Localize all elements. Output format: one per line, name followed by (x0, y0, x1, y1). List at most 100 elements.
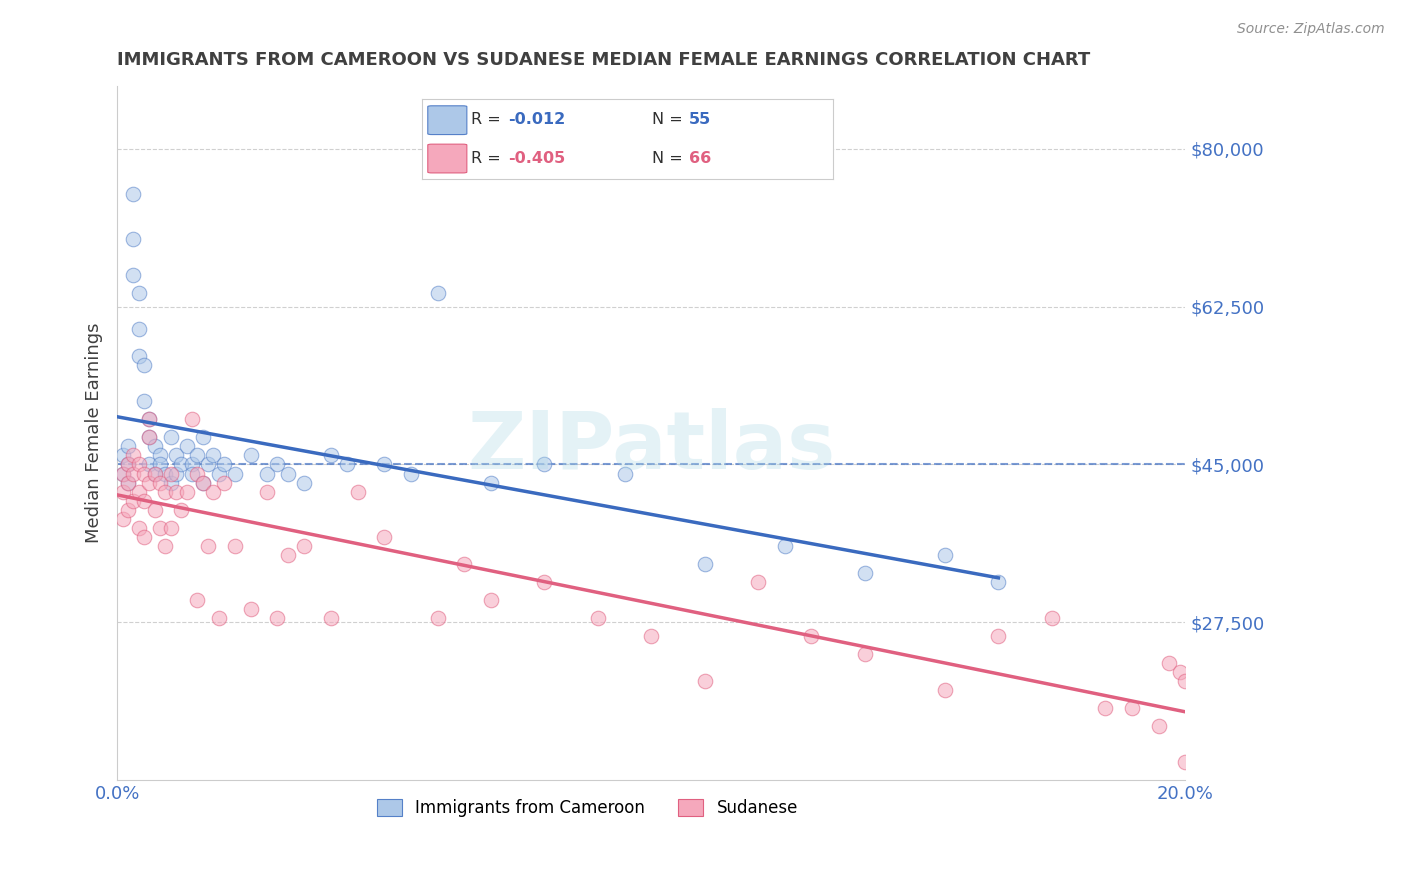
Point (1040, 611, 1063, 625)
Point (117, 458, 139, 472)
Point (1094, 701, 1116, 715)
Point (122, 449, 145, 463)
Point (1174, 674, 1197, 689)
Point (191, 475, 214, 490)
Point (1147, 719, 1170, 733)
Point (138, 430, 160, 444)
Point (212, 475, 235, 490)
Point (256, 467, 278, 481)
Point (613, 467, 636, 481)
Y-axis label: Median Female Earnings: Median Female Earnings (86, 323, 103, 543)
Point (987, 574, 1010, 589)
Point (149, 449, 172, 463)
Point (336, 458, 359, 472)
Point (853, 647, 876, 661)
Point (773, 539, 796, 553)
Point (426, 286, 449, 301)
Point (934, 683, 956, 698)
Point (202, 449, 225, 463)
Point (155, 467, 177, 481)
Point (853, 566, 876, 580)
Point (122, 467, 145, 481)
Point (128, 286, 150, 301)
Point (191, 430, 214, 444)
Point (186, 467, 208, 481)
Point (586, 611, 609, 625)
Point (319, 611, 342, 625)
Point (256, 484, 278, 499)
Point (155, 484, 177, 499)
Point (212, 458, 235, 472)
Point (128, 322, 150, 336)
Point (159, 475, 181, 490)
Point (208, 467, 231, 481)
Point (143, 502, 166, 516)
Point (934, 548, 956, 562)
Point (159, 430, 181, 444)
Point (533, 574, 555, 589)
Point (208, 611, 231, 625)
Point (1168, 665, 1191, 679)
Point (132, 530, 155, 544)
Point (319, 449, 342, 463)
Point (111, 484, 134, 499)
Point (239, 449, 262, 463)
Point (266, 611, 288, 625)
Point (399, 467, 422, 481)
Point (149, 475, 172, 490)
Point (159, 521, 181, 535)
Point (533, 458, 555, 472)
Point (170, 458, 193, 472)
Point (1159, 656, 1181, 670)
Point (117, 502, 139, 516)
Point (111, 467, 134, 481)
Point (987, 629, 1010, 643)
Point (165, 449, 187, 463)
Point (181, 467, 204, 481)
Point (117, 458, 139, 472)
Point (176, 439, 198, 453)
Point (479, 475, 502, 490)
Point (693, 674, 716, 689)
Point (277, 548, 299, 562)
Point (111, 467, 134, 481)
Point (373, 530, 395, 544)
Point (186, 449, 208, 463)
Point (176, 484, 198, 499)
Point (277, 467, 299, 481)
Point (143, 467, 166, 481)
Point (170, 502, 193, 516)
Point (747, 574, 769, 589)
Point (138, 412, 160, 426)
Point (224, 539, 246, 553)
Point (132, 394, 155, 409)
Point (143, 439, 166, 453)
Point (138, 430, 160, 444)
Point (159, 467, 181, 481)
Point (165, 467, 187, 481)
Point (453, 557, 475, 571)
Point (149, 458, 172, 472)
Point (111, 511, 134, 525)
Point (239, 602, 262, 616)
Point (111, 449, 134, 463)
Point (122, 232, 145, 246)
Point (138, 475, 160, 490)
Point (693, 557, 716, 571)
Point (155, 539, 177, 553)
Point (292, 539, 315, 553)
Point (132, 358, 155, 372)
Point (1174, 756, 1197, 770)
Point (117, 475, 139, 490)
Point (181, 412, 204, 426)
Point (202, 484, 225, 499)
Point (181, 458, 204, 472)
Point (186, 592, 208, 607)
Point (197, 539, 219, 553)
Point (197, 458, 219, 472)
Point (117, 475, 139, 490)
Point (138, 458, 160, 472)
Point (1121, 701, 1143, 715)
Point (132, 467, 155, 481)
Point (122, 186, 145, 201)
